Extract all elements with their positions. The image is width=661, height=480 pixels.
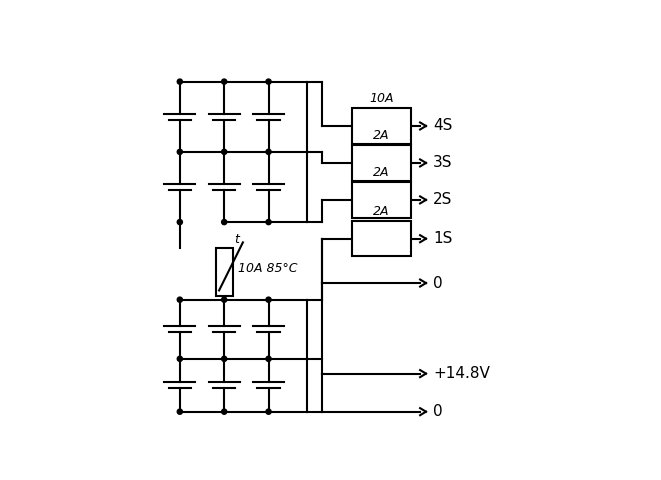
Circle shape [177, 356, 182, 361]
Text: 2S: 2S [433, 192, 452, 207]
Text: 2A: 2A [373, 129, 389, 142]
Circle shape [221, 219, 227, 225]
Circle shape [177, 149, 182, 155]
Text: +14.8V: +14.8V [433, 366, 490, 381]
Circle shape [221, 297, 227, 302]
Bar [352, 108, 411, 144]
Circle shape [266, 149, 271, 155]
Text: t: t [235, 233, 239, 246]
Circle shape [221, 356, 227, 361]
Text: 2A: 2A [373, 166, 389, 179]
Circle shape [266, 356, 271, 361]
Circle shape [221, 149, 227, 155]
Text: 2A: 2A [373, 205, 389, 218]
Circle shape [266, 297, 271, 302]
Circle shape [266, 409, 271, 414]
Text: 1S: 1S [433, 231, 452, 246]
Circle shape [221, 409, 227, 414]
Text: 4S: 4S [433, 119, 452, 133]
Circle shape [177, 297, 182, 302]
Text: 0: 0 [433, 404, 443, 419]
Bar [352, 221, 411, 256]
Text: 10A: 10A [369, 92, 393, 105]
Circle shape [266, 79, 271, 84]
Bar [352, 182, 411, 217]
Text: 0: 0 [433, 276, 443, 290]
Circle shape [177, 219, 182, 225]
Text: 3S: 3S [433, 156, 453, 170]
Bar [215, 248, 233, 296]
Circle shape [221, 79, 227, 84]
Circle shape [266, 219, 271, 225]
Bar [352, 145, 411, 180]
Circle shape [177, 79, 182, 84]
Circle shape [177, 409, 182, 414]
Text: 10A 85°C: 10A 85°C [238, 262, 297, 275]
